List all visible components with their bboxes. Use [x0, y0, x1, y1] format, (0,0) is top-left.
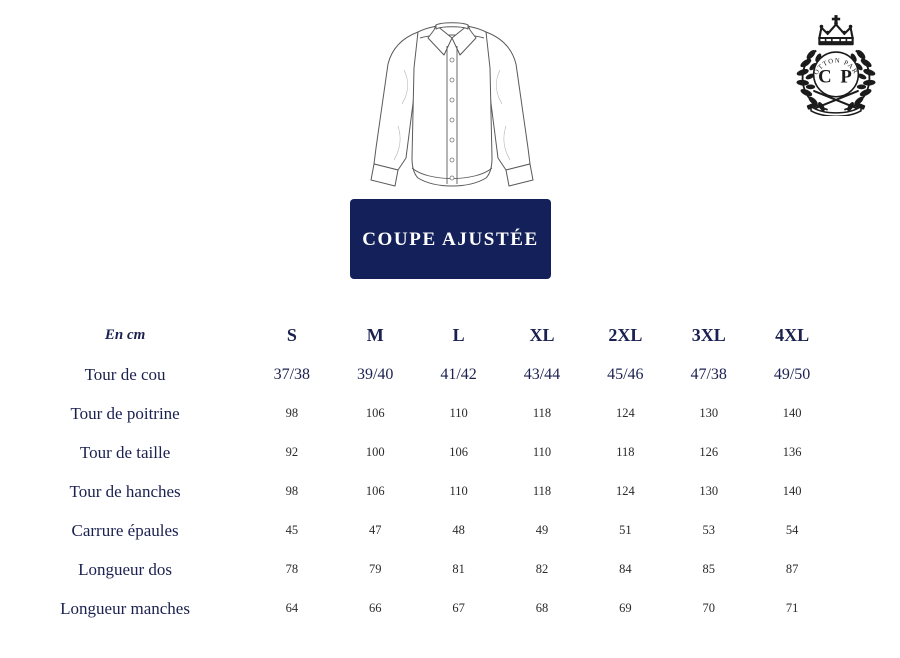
- shirt-illustration: [358, 8, 546, 193]
- measurement-cell: 118: [616, 445, 635, 459]
- measurement-cell: 43/44: [523, 365, 561, 383]
- measurement-cell: 45: [285, 523, 299, 537]
- size-header-l: L: [452, 325, 465, 345]
- logo-monogram: C P: [818, 67, 854, 88]
- measurement-cell: 106: [449, 445, 468, 459]
- measurement-cell: 53: [702, 523, 715, 537]
- measurement-cell: 47/38: [690, 365, 727, 383]
- measurement-cell: 41/42: [440, 365, 477, 383]
- size-header-s: S: [286, 325, 297, 345]
- spacer-cell: [834, 394, 900, 433]
- measurement-cell: 39/40: [356, 365, 394, 383]
- measurement-cell: 45/46: [607, 365, 644, 383]
- measurement-cell: 78: [285, 562, 299, 576]
- table-row: Tour de taille 92 100 106 110 118 126 13…: [0, 433, 900, 472]
- spacer-cell: [834, 589, 900, 628]
- spacer-cell: [834, 472, 900, 511]
- measurement-cell: 64: [285, 601, 299, 615]
- measurement-cell: 130: [699, 484, 719, 498]
- measurement-label: Longueur dos: [78, 559, 173, 579]
- dress-shirt-icon: [370, 22, 534, 187]
- measurement-cell: 110: [449, 406, 468, 420]
- size-header-3xl: 3XL: [691, 325, 726, 345]
- measurement-label: Tour de hanches: [69, 481, 181, 501]
- measurement-cell: 92: [285, 445, 299, 459]
- table-row: Tour de poitrine 98 106 110 118 124 130 …: [0, 394, 900, 433]
- table-row: Carrure épaules 45 47 48 49 51 53 54: [0, 511, 900, 550]
- measurement-cell: 85: [702, 562, 715, 576]
- measurement-cell: 110: [449, 484, 468, 498]
- size-chart-table: En cm S M L XL 2XL 3XL 4XL Tour de cou 3…: [0, 316, 900, 628]
- measurement-cell: 49/50: [773, 365, 811, 383]
- measurement-cell: 68: [535, 601, 549, 615]
- size-header-2xl: 2XL: [608, 325, 643, 345]
- measurement-label: Carrure épaules: [71, 520, 179, 540]
- size-chart-body: Tour de cou 37/38 39/40 41/42 43/44 45/4…: [0, 355, 900, 628]
- table-row: Longueur manches 64 66 67 68 69 70 71: [0, 589, 900, 628]
- spacer-cell: [834, 433, 900, 472]
- spacer-cell: [834, 511, 900, 550]
- size-header-xl: XL: [529, 325, 555, 345]
- measurement-cell: 98: [285, 484, 299, 498]
- size-header-4xl: 4XL: [775, 325, 810, 345]
- measurement-cell: 106: [365, 406, 385, 420]
- fit-banner-title: COUPE AJUSTÉE: [362, 228, 539, 250]
- measurement-cell: 118: [532, 484, 552, 498]
- measurement-label: Tour de taille: [79, 442, 171, 462]
- measurement-cell: 110: [532, 445, 552, 459]
- measurement-label: Tour de poitrine: [70, 403, 180, 423]
- table-header-row: En cm S M L XL 2XL 3XL 4XL: [0, 316, 900, 355]
- measurement-cell: 87: [785, 562, 799, 576]
- measurement-cell: 71: [785, 601, 799, 615]
- measurement-cell: 81: [452, 562, 465, 576]
- measurement-cell: 49: [535, 523, 549, 537]
- measurement-cell: 82: [535, 562, 549, 576]
- table-row: Tour de hanches 98 106 110 118 124 130 1…: [0, 472, 900, 511]
- measurement-cell: 140: [782, 484, 802, 498]
- size-chart-header: En cm S M L XL 2XL 3XL 4XL: [0, 316, 900, 355]
- unit-label: En cm: [104, 327, 146, 343]
- measurement-cell: 37/38: [273, 365, 311, 383]
- measurement-cell: 70: [702, 601, 715, 615]
- measurement-cell: 118: [532, 406, 552, 420]
- measurement-cell: 126: [699, 445, 719, 459]
- brand-logo: COTTON PARK C P: [784, 12, 888, 116]
- spacer-cell: [834, 355, 900, 394]
- measurement-cell: 84: [619, 562, 632, 576]
- crest-icon: COTTON PARK C P: [784, 12, 876, 116]
- table-row: Longueur dos 78 79 81 82 84 85 87: [0, 550, 900, 589]
- measurement-cell: 66: [368, 601, 382, 615]
- measurement-cell: 124: [615, 484, 635, 498]
- spacer-cell: [834, 550, 900, 589]
- spacer-cell: [834, 316, 900, 355]
- measurement-cell: 67: [452, 601, 465, 615]
- measurement-cell: 100: [365, 445, 385, 459]
- table-row: Tour de cou 37/38 39/40 41/42 43/44 45/4…: [0, 355, 900, 394]
- measurement-cell: 124: [615, 406, 635, 420]
- size-header-m: M: [366, 325, 384, 345]
- measurement-cell: 140: [782, 406, 802, 420]
- measurement-cell: 106: [365, 484, 385, 498]
- measurement-cell: 54: [785, 523, 799, 537]
- measurement-cell: 98: [285, 406, 299, 420]
- fit-banner: COUPE AJUSTÉE: [350, 199, 551, 279]
- measurement-label: Longueur manches: [60, 598, 190, 618]
- measurement-cell: 136: [782, 445, 802, 459]
- measurement-cell: 130: [699, 406, 719, 420]
- measurement-cell: 47: [368, 523, 382, 537]
- measurement-cell: 69: [619, 601, 632, 615]
- measurement-cell: 48: [452, 523, 465, 537]
- measurement-cell: 51: [619, 523, 632, 537]
- measurement-cell: 79: [368, 562, 382, 576]
- measurement-label: Tour de cou: [84, 364, 166, 384]
